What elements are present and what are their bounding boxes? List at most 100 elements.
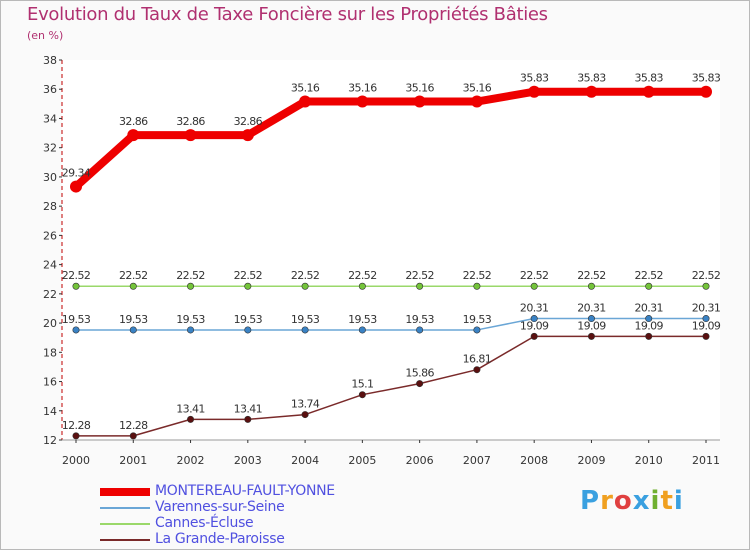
- x-tick-label: 2006: [406, 454, 434, 467]
- data-point: [241, 129, 254, 142]
- data-label: 20.31: [520, 302, 549, 315]
- data-label: 22.52: [634, 269, 663, 282]
- data-label: 15.1: [351, 378, 373, 391]
- data-point: [244, 415, 252, 423]
- data-point: [70, 180, 82, 193]
- legend-label: La Grande-Paroisse: [155, 531, 285, 547]
- logo-letter: o: [613, 486, 633, 516]
- logo-letter: i: [650, 486, 661, 516]
- data-label: 35.83: [692, 72, 721, 85]
- x-tick-label: 2003: [234, 454, 262, 467]
- y-tick-label: 12: [43, 434, 57, 447]
- data-point: [473, 282, 481, 290]
- y-tick-label: 18: [43, 346, 57, 359]
- data-label: 13.41: [176, 402, 205, 415]
- data-label: 32.86: [176, 115, 205, 128]
- proxiti-logo: Proxiti: [580, 486, 684, 516]
- logo-letter: t: [660, 486, 674, 516]
- data-label: 35.83: [520, 72, 549, 85]
- series-line-3: [75, 335, 707, 437]
- data-point: [72, 432, 80, 440]
- logo-letter: x: [632, 486, 651, 516]
- logo-letter: P: [580, 486, 601, 516]
- x-tick-label: 2011: [692, 454, 720, 467]
- chart-title: Evolution du Taux de Taxe Foncière sur l…: [27, 4, 548, 25]
- data-label: 35.16: [291, 82, 320, 95]
- data-point: [642, 85, 655, 98]
- data-label: 22.52: [405, 269, 434, 282]
- data-label: 22.52: [234, 269, 263, 282]
- x-tick-label: 2009: [577, 454, 605, 467]
- data-label: 35.83: [634, 72, 663, 85]
- data-label: 20.31: [577, 302, 606, 315]
- data-label: 19.53: [291, 313, 320, 326]
- data-point: [587, 332, 595, 340]
- data-point: [530, 315, 538, 323]
- y-tick-label: 24: [43, 259, 57, 272]
- data-point: [187, 326, 195, 334]
- data-point: [702, 282, 710, 290]
- x-tick-label: 2001: [119, 454, 147, 467]
- data-label: 13.74: [291, 398, 320, 411]
- y-tick-label: 34: [43, 112, 57, 125]
- data-label: 22.52: [348, 269, 377, 282]
- data-point: [129, 432, 137, 440]
- data-label: 13.41: [234, 402, 263, 415]
- data-label: 19.53: [176, 313, 205, 326]
- data-point: [530, 332, 538, 340]
- legend-label: Varennes-sur-Seine: [155, 499, 285, 515]
- data-label: 22.52: [577, 269, 606, 282]
- data-label: 19.53: [234, 313, 263, 326]
- data-point: [528, 85, 541, 98]
- data-point: [184, 129, 197, 142]
- data-point: [473, 366, 481, 374]
- logo-letter: r: [600, 486, 614, 516]
- data-label: 19.53: [405, 313, 434, 326]
- data-point: [72, 326, 80, 334]
- data-point: [187, 415, 195, 423]
- y-tick-label: 36: [43, 83, 57, 96]
- data-label: 32.86: [119, 115, 148, 128]
- y-tick-label: 22: [43, 288, 57, 301]
- data-point: [702, 332, 710, 340]
- legend-swatch: [100, 488, 150, 496]
- data-point: [129, 326, 137, 334]
- series-line-1: [75, 317, 707, 331]
- data-label: 19.09: [520, 319, 549, 332]
- data-point: [702, 315, 710, 323]
- data-label: 22.52: [291, 269, 320, 282]
- legend-swatch: [100, 507, 150, 509]
- data-label: 16.81: [463, 353, 492, 366]
- data-label: 19.53: [348, 313, 377, 326]
- data-point: [585, 85, 598, 98]
- data-point: [700, 85, 712, 98]
- x-tick-label: 2000: [62, 454, 90, 467]
- data-point: [645, 282, 653, 290]
- y-tick-label: 28: [43, 200, 57, 213]
- legend-item-varennes: Varennes-sur-Seine: [100, 499, 420, 516]
- data-point: [299, 95, 312, 108]
- data-point: [358, 326, 366, 334]
- legend-item-cannes: Cannes-Écluse: [100, 515, 420, 532]
- x-tick-label: 2007: [463, 454, 491, 467]
- y-tick-label: 16: [43, 376, 57, 389]
- data-point: [358, 391, 366, 399]
- data-point: [129, 282, 137, 290]
- data-label: 15.86: [405, 367, 434, 380]
- data-point: [416, 282, 424, 290]
- series-line-0: [72, 87, 710, 191]
- data-label: 35.16: [463, 82, 492, 95]
- data-point: [358, 282, 366, 290]
- data-label: 22.52: [463, 269, 492, 282]
- data-point: [244, 282, 252, 290]
- data-point: [645, 315, 653, 323]
- data-label: 35.83: [577, 72, 606, 85]
- x-tick-label: 2005: [348, 454, 376, 467]
- data-point: [356, 95, 369, 108]
- data-label: 19.53: [463, 313, 492, 326]
- data-point: [413, 95, 426, 108]
- legend-item-grande-paroisse: La Grande-Paroisse: [100, 531, 420, 548]
- x-tick-label: 2010: [635, 454, 663, 467]
- data-label: 19.09: [634, 319, 663, 332]
